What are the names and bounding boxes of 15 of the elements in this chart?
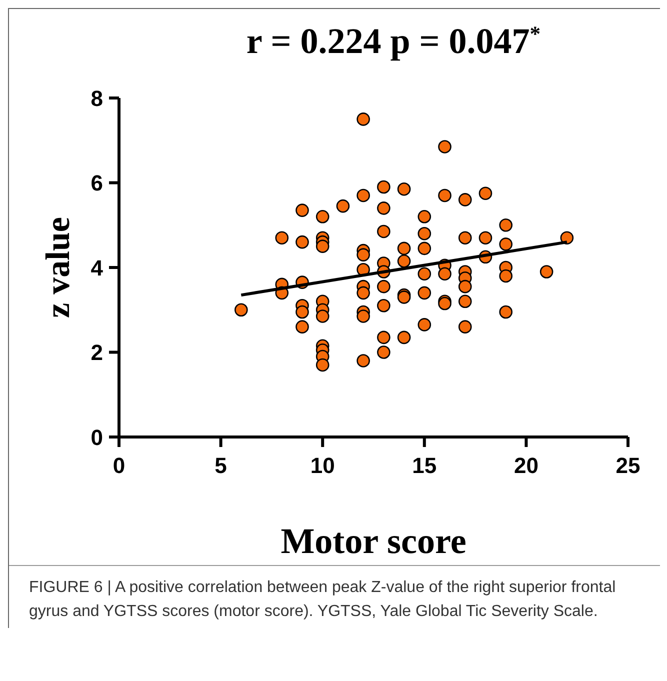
y-tick-label: 8 — [90, 86, 103, 111]
y-tick-label: 6 — [90, 170, 103, 196]
y-tick-label: 2 — [90, 340, 103, 366]
x-tick-label: 15 — [412, 453, 437, 478]
caption: FIGURE 6 | A positive correlation between peak Z-value of the right superior frontal gyrus and YGTSS scores (motor score). YGTSS, Yale Global Tic Severity Scale. — [29, 578, 617, 622]
x-tick-label: 20 — [514, 453, 538, 478]
y-tick-label: 0 — [90, 424, 103, 450]
x-tick-label: 0 — [112, 453, 126, 478]
y-tick-label: 4 — [90, 255, 104, 280]
chart-title: r = 0.224 p = 0.047$^{*}$ — [246, 21, 541, 61]
x-tick-label: 10 — [310, 453, 335, 478]
y-axis-title: z value — [40, 216, 77, 318]
x-tick-label: 5 — [214, 453, 227, 478]
x-axis-title: Motor score — [280, 521, 466, 561]
x-tick-label: 25 — [616, 453, 640, 478]
